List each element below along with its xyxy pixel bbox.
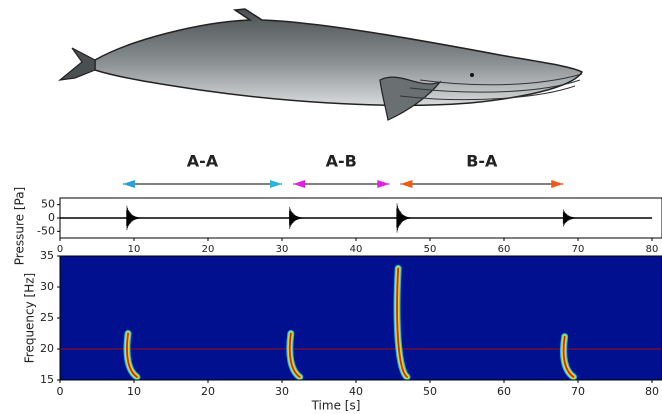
x-tick-label: 60 (498, 244, 511, 255)
y-tick-label: 15 (40, 373, 54, 386)
arrow-head (551, 180, 563, 188)
x-tick-label: 40 (349, 385, 363, 398)
x-tick-label: 50 (424, 244, 437, 255)
interval-label: B-A (466, 152, 498, 171)
figure: -5005001020304050607080Pressure [Pa]1520… (0, 0, 662, 414)
x-tick-label: 10 (127, 385, 141, 398)
x-axis-label: Time [s] (311, 399, 361, 413)
x-tick-label: 80 (646, 244, 659, 255)
x-tick-label: 20 (201, 385, 215, 398)
spectrogram-background (60, 256, 662, 380)
y-tick-label: 0 (48, 211, 55, 224)
y-tick-label: 25 (40, 311, 54, 324)
x-tick-label: 0 (57, 244, 63, 255)
y-tick-label: 30 (40, 280, 54, 293)
y-axis-label: Pressure [Pa] (13, 187, 27, 265)
interval-label: A-B (326, 152, 357, 171)
arrow-head (377, 180, 389, 188)
x-tick-label: 10 (128, 244, 141, 255)
x-tick-label: 30 (276, 244, 289, 255)
y-tick-label: 50 (41, 198, 55, 211)
x-tick-label: 20 (202, 244, 215, 255)
arrow-head (400, 180, 412, 188)
arrow-head (293, 180, 305, 188)
x-tick-label: 40 (350, 244, 363, 255)
arrow-head (123, 180, 135, 188)
interval-label: A-A (187, 152, 219, 171)
x-tick-label: 0 (57, 385, 64, 398)
x-tick-label: 50 (423, 385, 437, 398)
x-tick-label: 80 (645, 385, 659, 398)
y-axis-label: Frequency [Hz] (23, 273, 37, 364)
whale-illustration (60, 9, 582, 120)
x-tick-label: 70 (571, 385, 585, 398)
y-tick-label: 20 (40, 342, 54, 355)
y-tick-label: -50 (37, 224, 55, 237)
x-tick-label: 70 (572, 244, 585, 255)
y-tick-label: 35 (40, 249, 54, 262)
x-tick-label: 30 (275, 385, 289, 398)
arrow-head (270, 180, 282, 188)
x-tick-label: 60 (497, 385, 511, 398)
